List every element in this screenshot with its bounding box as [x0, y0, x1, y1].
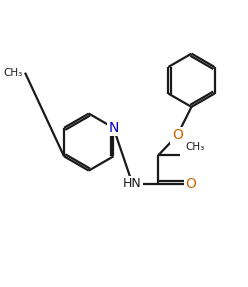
Text: O: O — [172, 128, 183, 142]
Text: HN: HN — [123, 177, 142, 190]
Text: O: O — [185, 177, 196, 191]
Text: CH₃: CH₃ — [186, 141, 205, 152]
Text: N: N — [108, 121, 119, 135]
Text: CH₃: CH₃ — [3, 68, 22, 78]
